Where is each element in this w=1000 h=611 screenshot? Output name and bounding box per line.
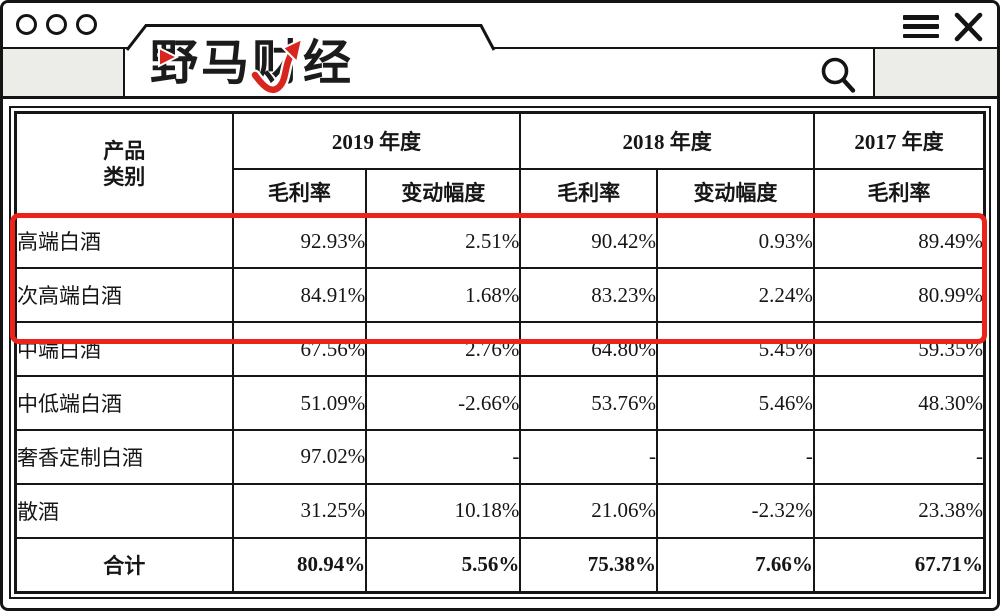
value-cell: 75.38% xyxy=(519,536,658,594)
col-header-2018-change: 变动幅度 xyxy=(655,167,815,216)
margin-table: 产品 类别 2019 年度 2018 年度 2017 年度 毛利率 变动幅度 毛… xyxy=(14,111,986,594)
category-cell: 奢香定制白酒 xyxy=(14,429,234,485)
value-cell: 53.76% xyxy=(519,375,658,431)
value-cell: 89.49% xyxy=(812,213,986,270)
category-cell: 高端白酒 xyxy=(14,213,234,270)
col-header-category-line1: 产品 xyxy=(103,138,146,163)
value-cell: - xyxy=(519,429,658,485)
search-icon[interactable] xyxy=(818,55,859,101)
value-cell: 97.02% xyxy=(231,429,368,485)
value-cell: -2.66% xyxy=(365,375,522,431)
category-cell: 中低端白酒 xyxy=(14,375,234,431)
value-cell: 2.51% xyxy=(365,213,522,270)
value-cell: 64.80% xyxy=(519,321,658,378)
col-header-category-line2: 类别 xyxy=(103,164,146,189)
value-cell: 51.09% xyxy=(231,375,368,431)
table-frame: 产品 类别 2019 年度 2018 年度 2017 年度 毛利率 变动幅度 毛… xyxy=(9,106,991,599)
col-header-2019-margin: 毛利率 xyxy=(231,167,368,216)
value-cell: 80.99% xyxy=(812,267,986,324)
category-cell: 中端白酒 xyxy=(14,321,234,378)
value-cell: 2.76% xyxy=(365,321,522,378)
toolbar-right-panel xyxy=(873,49,997,96)
table-row: 散酒 31.25% 10.18% 21.06% -2.32% 23.38% xyxy=(14,482,986,539)
value-cell: 5.45% xyxy=(655,321,815,378)
col-header-2018-margin: 毛利率 xyxy=(519,167,658,216)
hamburger-menu-icon[interactable] xyxy=(903,15,939,38)
value-cell: 83.23% xyxy=(519,267,658,324)
close-icon[interactable] xyxy=(951,10,985,49)
total-row: 合计 80.94% 5.56% 75.38% 7.66% 67.71% xyxy=(14,536,986,594)
window-circle-button[interactable] xyxy=(76,14,97,35)
window-circle-button[interactable] xyxy=(46,14,67,35)
value-cell: 67.56% xyxy=(231,321,368,378)
browser-tab xyxy=(125,24,496,51)
table-row: 奢香定制白酒 97.02% - - - - xyxy=(14,429,986,485)
value-cell: 80.94% xyxy=(231,536,368,594)
value-cell: - xyxy=(365,429,522,485)
category-cell: 合计 xyxy=(14,536,234,594)
table-row: 中低端白酒 51.09% -2.66% 53.76% 5.46% 48.30% xyxy=(14,375,986,431)
value-cell: 90.42% xyxy=(519,213,658,270)
value-cell: 92.93% xyxy=(231,213,368,270)
value-cell: 31.25% xyxy=(231,482,368,539)
value-cell: 48.30% xyxy=(812,375,986,431)
category-cell: 次高端白酒 xyxy=(14,267,234,324)
window-circle-button[interactable] xyxy=(16,14,37,35)
table-row: 中端白酒 67.56% 2.76% 64.80% 5.45% 59.35% xyxy=(14,321,986,378)
value-cell: 84.91% xyxy=(231,267,368,324)
table-row: 次高端白酒 84.91% 1.68% 83.23% 2.24% 80.99% xyxy=(14,267,986,324)
page-content: 产品 类别 2019 年度 2018 年度 2017 年度 毛利率 变动幅度 毛… xyxy=(3,99,997,608)
brand-logo: 野马财经 xyxy=(150,35,355,91)
col-header-year-2019: 2019 年度 xyxy=(231,111,522,170)
value-cell: 1.68% xyxy=(365,267,522,324)
value-cell: 2.24% xyxy=(655,267,815,324)
category-cell: 散酒 xyxy=(14,482,234,539)
table-row: 高端白酒 92.93% 2.51% 90.42% 0.93% 89.49% xyxy=(14,213,986,270)
value-cell: 10.18% xyxy=(365,482,522,539)
value-cell: 23.38% xyxy=(812,482,986,539)
value-cell: -2.32% xyxy=(655,482,815,539)
window-control-buttons xyxy=(16,14,97,35)
col-header-2019-change: 变动幅度 xyxy=(365,167,522,216)
table-body: 高端白酒 92.93% 2.51% 90.42% 0.93% 89.49% 次高端白酒 84.… xyxy=(14,213,986,594)
value-cell: - xyxy=(655,429,815,485)
value-cell: 5.46% xyxy=(655,375,815,431)
col-header-2017-margin: 毛利率 xyxy=(812,167,986,216)
value-cell: 67.71% xyxy=(812,536,986,594)
col-header-year-2017: 2017 年度 xyxy=(812,111,986,170)
col-header-category: 产品 类别 xyxy=(14,111,234,216)
value-cell: 5.56% xyxy=(365,536,522,594)
toolbar-left-panel xyxy=(3,49,125,96)
value-cell: - xyxy=(812,429,986,485)
col-header-year-2018: 2018 年度 xyxy=(519,111,815,170)
value-cell: 59.35% xyxy=(812,321,986,378)
value-cell: 0.93% xyxy=(655,213,815,270)
value-cell: 7.66% xyxy=(655,536,815,594)
value-cell: 21.06% xyxy=(519,482,658,539)
